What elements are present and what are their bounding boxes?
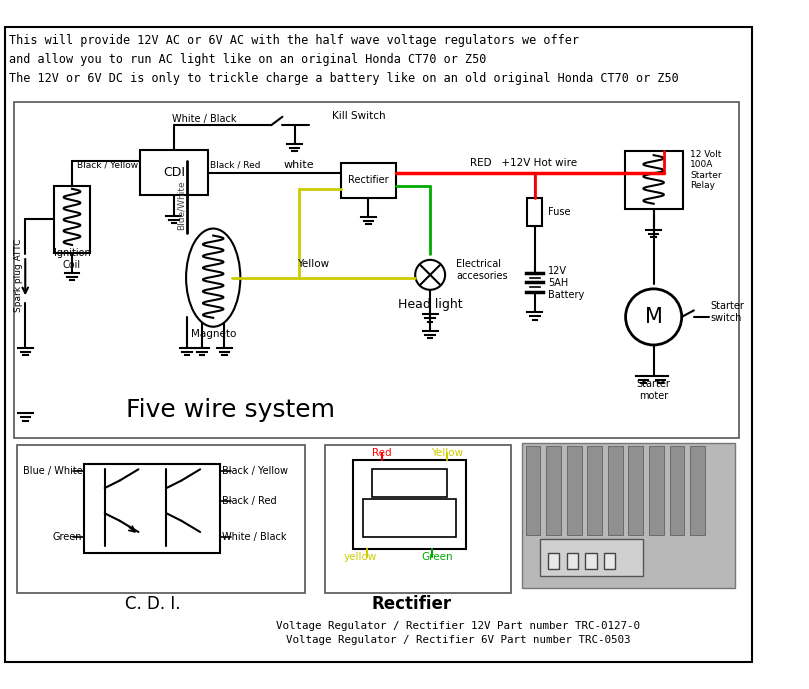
Text: C. D. I.: C. D. I. (125, 595, 180, 613)
Bar (17, 445, 305, 593)
Text: Voltage Regulator / Rectifier 12V Part number TRC-0127-0: Voltage Regulator / Rectifier 12V Part n… (276, 621, 640, 630)
Bar (625, 152, 683, 209)
Bar (629, 446, 643, 535)
Bar (372, 469, 447, 497)
Text: Green: Green (53, 532, 83, 542)
Text: Electrical
accesories: Electrical accesories (456, 259, 508, 281)
Text: Head light: Head light (398, 298, 463, 311)
Bar (54, 186, 90, 254)
Text: Ignition
Coil: Ignition Coil (53, 248, 91, 269)
Text: 12 Volt
100A
Starter
Relay: 12 Volt 100A Starter Relay (690, 150, 722, 190)
Bar (325, 445, 510, 593)
Text: white: white (284, 161, 315, 170)
Bar (546, 446, 561, 535)
Text: Five wire system: Five wire system (126, 398, 335, 422)
Text: Red: Red (371, 447, 392, 457)
Bar (526, 446, 540, 535)
Text: Blue/White: Blue/White (177, 180, 186, 229)
Text: Black / Yellow: Black / Yellow (222, 466, 288, 476)
Bar (84, 464, 220, 553)
Bar (604, 553, 616, 569)
Bar (587, 446, 602, 535)
Text: Rectifier: Rectifier (348, 176, 389, 185)
Text: RED   +12V Hot wire: RED +12V Hot wire (470, 158, 578, 167)
Text: M: M (645, 307, 663, 327)
Bar (14, 102, 739, 438)
Bar (540, 539, 643, 576)
Text: Starter
switch: Starter switch (710, 302, 744, 323)
Ellipse shape (186, 229, 240, 327)
Text: Black / Yellow: Black / Yellow (78, 161, 138, 170)
Text: Voltage Regulator / Rectifier 6V Part number TRC-0503: Voltage Regulator / Rectifier 6V Part nu… (286, 635, 630, 646)
Bar (586, 553, 596, 569)
Text: yellow: yellow (343, 553, 377, 562)
Text: White / Black: White / Black (172, 114, 236, 123)
Text: White / Black: White / Black (222, 532, 286, 542)
Text: 12V
5AH: 12V 5AH (548, 266, 568, 287)
Bar (608, 446, 623, 535)
Text: Rectifier: Rectifier (371, 595, 451, 613)
Bar (548, 553, 559, 569)
Text: Black / Red: Black / Red (210, 161, 260, 170)
Bar (566, 446, 582, 535)
Bar (527, 198, 542, 226)
Text: Yellow: Yellow (431, 447, 463, 457)
Bar (362, 500, 456, 537)
Bar (354, 460, 466, 549)
Bar (522, 443, 735, 588)
Bar (566, 553, 578, 569)
Text: Green: Green (421, 553, 453, 562)
Bar (140, 150, 208, 196)
Text: Blue / White: Blue / White (23, 466, 83, 476)
Bar (670, 446, 684, 535)
Text: Kill Switch: Kill Switch (332, 111, 386, 121)
Bar (649, 446, 664, 535)
Text: Magneto: Magneto (190, 329, 236, 339)
Text: Starter
moter: Starter moter (637, 379, 671, 400)
Text: This will provide 12V AC or 6V AC with the half wave voltage regulators we offer: This will provide 12V AC or 6V AC with t… (10, 34, 679, 85)
Bar (341, 163, 396, 198)
Bar (690, 446, 705, 535)
Text: Black / Red: Black / Red (222, 496, 276, 506)
Text: Fuse: Fuse (548, 207, 570, 217)
Text: Yellow: Yellow (298, 258, 329, 269)
Text: Battery: Battery (548, 290, 584, 300)
Text: Spark plug ATTC: Spark plug ATTC (15, 238, 23, 311)
Text: CDI: CDI (163, 167, 185, 179)
